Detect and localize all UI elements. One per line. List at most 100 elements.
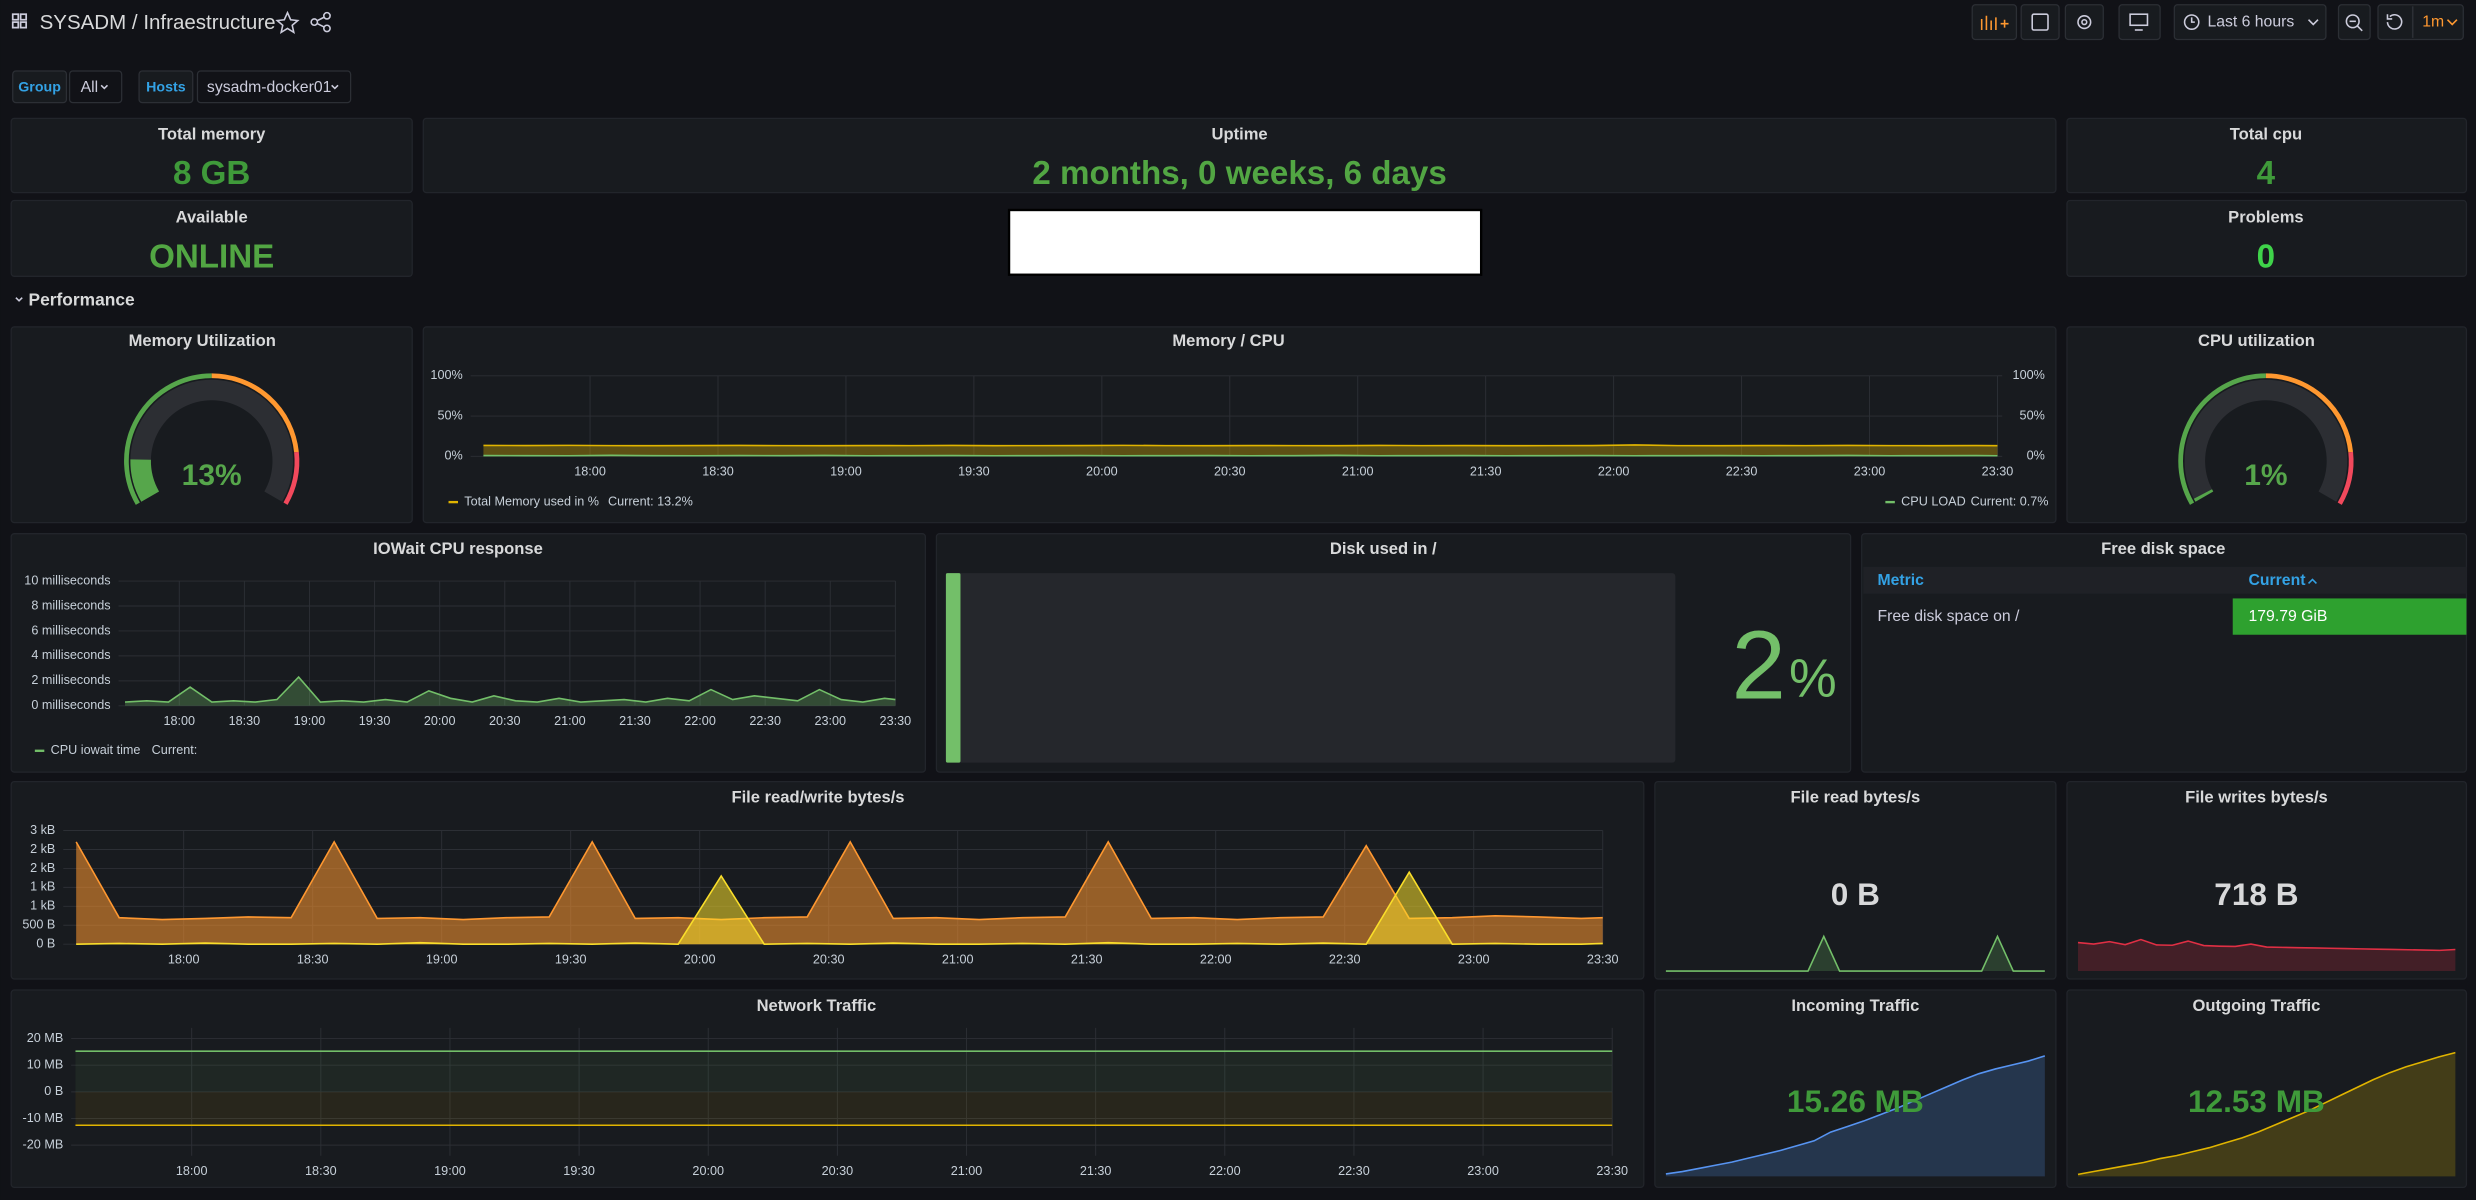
panel bbox=[10, 989, 1645, 1188]
y-tick-label: 2 kB bbox=[30, 861, 55, 875]
table-header bbox=[1863, 566, 2467, 594]
panel-title: Memory / CPU bbox=[1172, 331, 1284, 350]
x-tick-label: 20:30 bbox=[489, 714, 521, 728]
gauge-track bbox=[2184, 379, 2348, 502]
y-tick-label: 0 B bbox=[44, 1084, 63, 1098]
x-tick-label: 19:30 bbox=[359, 714, 391, 728]
add-panel-button[interactable] bbox=[1971, 4, 2018, 41]
threshold-band bbox=[2337, 451, 2354, 505]
panel bbox=[1654, 780, 2057, 980]
y2-tick-label: 50% bbox=[2020, 408, 2045, 422]
y-tick-label: -20 MB bbox=[23, 1137, 64, 1151]
x-tick-label: 20:00 bbox=[424, 714, 456, 728]
settings-button[interactable] bbox=[2064, 4, 2104, 41]
panel-title: CPU utilization bbox=[2198, 331, 2315, 350]
threshold-band bbox=[2265, 373, 2354, 453]
x-tick-label: 20:30 bbox=[813, 952, 845, 966]
y-tick-label: -10 MB bbox=[23, 1111, 64, 1125]
panel-title: Free disk space bbox=[2101, 539, 2225, 558]
tv-mode-button[interactable] bbox=[2118, 4, 2161, 41]
x-tick-label: 18:30 bbox=[305, 1164, 337, 1178]
variable-value[interactable]: sysadm-docker01 bbox=[207, 79, 331, 96]
series-area bbox=[75, 1051, 1613, 1092]
legend-current: Current: 0.7% bbox=[1971, 494, 2049, 508]
panel bbox=[2066, 199, 2468, 277]
panel-title: Available bbox=[176, 207, 248, 226]
x-tick-label: 21:00 bbox=[942, 952, 974, 966]
panel bbox=[2066, 117, 2468, 194]
x-tick-label: 23:00 bbox=[1467, 1164, 1499, 1178]
legend-current: Current: 13.2% bbox=[608, 494, 693, 508]
x-tick-label: 19:00 bbox=[830, 464, 862, 478]
sparkline bbox=[1665, 1055, 2046, 1175]
y-tick-label: 1 kB bbox=[30, 880, 55, 894]
variable-select[interactable] bbox=[196, 70, 352, 104]
stat-value: 12.53 MB bbox=[2188, 1083, 2325, 1119]
disk-used-value: 2 bbox=[1731, 609, 1785, 719]
series-area bbox=[75, 1091, 1613, 1126]
x-tick-label: 19:00 bbox=[434, 1164, 466, 1178]
stat-value: 8 GB bbox=[173, 155, 250, 192]
y-tick-label: 0 B bbox=[36, 937, 55, 951]
time-range[interactable]: Last 6 hours bbox=[2207, 13, 2294, 30]
x-tick-label: 19:30 bbox=[563, 1164, 595, 1178]
x-tick-label: 22:30 bbox=[1726, 464, 1758, 478]
panel bbox=[10, 117, 413, 194]
x-tick-label: 18:00 bbox=[574, 464, 606, 478]
y-tick-label: 100% bbox=[430, 368, 462, 382]
y-tick-label: 500 B bbox=[22, 918, 55, 932]
row-title[interactable]: Performance bbox=[29, 289, 135, 309]
panel bbox=[2066, 989, 2468, 1188]
disk-used-unit: % bbox=[1789, 648, 1837, 708]
panel-title: File writes bytes/s bbox=[2185, 788, 2328, 807]
image-placeholder bbox=[1007, 208, 1483, 276]
x-tick-label: 19:00 bbox=[426, 952, 458, 966]
x-tick-label: 20:00 bbox=[692, 1164, 724, 1178]
refresh-interval[interactable]: 1m bbox=[2422, 13, 2444, 30]
panel-title: File read/write bytes/s bbox=[731, 788, 904, 807]
x-tick-label: 22:00 bbox=[1209, 1164, 1241, 1178]
table-cell: 179.79 GiB bbox=[2249, 608, 2328, 625]
star-icon[interactable] bbox=[275, 10, 300, 35]
save-button[interactable] bbox=[2020, 4, 2060, 41]
x-tick-label: 20:00 bbox=[684, 952, 716, 966]
apps-icon[interactable] bbox=[11, 13, 28, 29]
column-header[interactable]: Current bbox=[2249, 572, 2307, 589]
threshold-band bbox=[124, 373, 212, 505]
x-tick-label: 18:00 bbox=[168, 952, 200, 966]
x-tick-label: 23:30 bbox=[1587, 952, 1619, 966]
row-chevron[interactable] bbox=[15, 297, 23, 302]
refresh-picker[interactable] bbox=[2377, 4, 2464, 41]
x-tick-label: 18:00 bbox=[176, 1164, 208, 1178]
panel bbox=[10, 326, 413, 524]
threshold-band bbox=[2178, 373, 2266, 505]
x-tick-label: 18:30 bbox=[297, 952, 329, 966]
stat-value: 0 B bbox=[1831, 876, 1880, 912]
time-picker[interactable] bbox=[2173, 4, 2327, 41]
sort-icon bbox=[2307, 578, 2317, 584]
panel bbox=[10, 533, 927, 773]
y-tick-label: 6 milliseconds bbox=[31, 623, 110, 637]
y-tick-label: 50% bbox=[437, 408, 462, 422]
column-header[interactable]: Metric bbox=[1877, 572, 1924, 589]
bar-value bbox=[945, 573, 961, 763]
y2-tick-label: 100% bbox=[2013, 368, 2045, 382]
chevron bbox=[100, 84, 109, 90]
share-icon[interactable] bbox=[310, 11, 331, 33]
y2-tick-label: 0% bbox=[2027, 449, 2045, 463]
series-line bbox=[76, 870, 1603, 946]
variable-value[interactable]: All bbox=[81, 79, 99, 96]
gauge-value bbox=[130, 459, 160, 502]
y-tick-label: 8 milliseconds bbox=[31, 598, 110, 612]
breadcrumb[interactable]: SYSADM / Infraestructure bbox=[40, 11, 276, 34]
stat-value: 0 bbox=[2257, 239, 2275, 276]
bar-track bbox=[945, 573, 1676, 763]
chevron bbox=[331, 84, 339, 90]
panel-title: Total cpu bbox=[2230, 124, 2302, 143]
table-cell: Free disk space on / bbox=[1877, 608, 2020, 625]
panel-title: Memory Utilization bbox=[129, 331, 276, 350]
variable-select[interactable] bbox=[68, 70, 123, 104]
x-tick-label: 19:30 bbox=[958, 464, 990, 478]
sparkline bbox=[2077, 1051, 2456, 1176]
